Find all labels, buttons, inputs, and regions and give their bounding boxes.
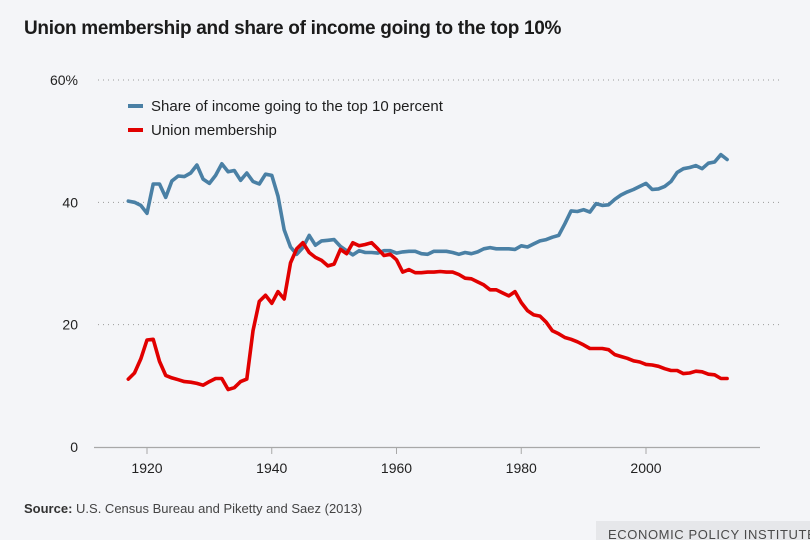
y-axis: 0 20 40 60% bbox=[50, 72, 78, 455]
source-note: Source: U.S. Census Bureau and Piketty a… bbox=[24, 501, 362, 516]
series-line-top10-share bbox=[126, 152, 729, 257]
x-tick-label: 1960 bbox=[381, 460, 412, 476]
gridlines bbox=[98, 79, 782, 326]
source-label: Source: bbox=[24, 501, 73, 516]
y-tick-label: 60% bbox=[50, 72, 78, 88]
y-tick-label: 0 bbox=[70, 439, 78, 455]
x-tick-label: 2000 bbox=[630, 460, 661, 476]
y-tick-label: 40 bbox=[62, 194, 78, 210]
x-tick-label: 1920 bbox=[131, 460, 162, 476]
x-tick-label: 1980 bbox=[506, 460, 537, 476]
x-tick-label: 1940 bbox=[256, 460, 287, 476]
chart-title: Union membership and share of income goi… bbox=[24, 18, 562, 39]
y-tick-label: 20 bbox=[62, 317, 78, 333]
brand-badge: ECONOMIC POLICY INSTITUTE bbox=[596, 521, 810, 540]
legend-label: Union membership bbox=[151, 122, 277, 139]
legend: Share of income going to the top 10 perc… bbox=[128, 98, 444, 139]
legend-label: Share of income going to the top 10 perc… bbox=[151, 98, 444, 115]
source-text: U.S. Census Bureau and Piketty and Saez … bbox=[76, 501, 363, 516]
series-line-union-membership bbox=[126, 240, 729, 392]
x-axis: 1920 1940 1960 1980 2000 bbox=[94, 446, 760, 476]
series-lines bbox=[126, 152, 729, 392]
